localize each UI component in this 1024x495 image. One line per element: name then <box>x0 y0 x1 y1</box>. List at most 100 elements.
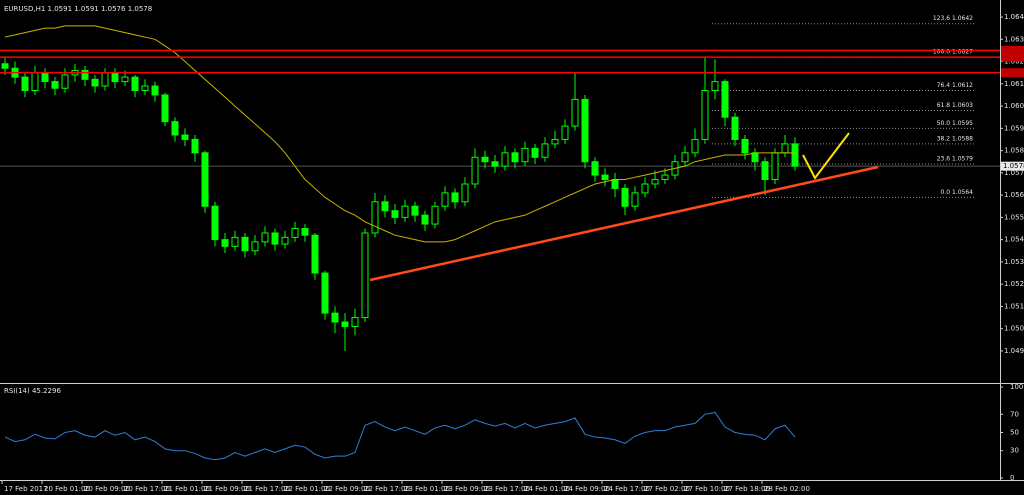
x-tick-label: 17 Feb 2017 <box>4 485 48 493</box>
candle-body <box>141 85 149 91</box>
fib-label: 123.6 1.0642 <box>933 15 973 22</box>
candle-body <box>741 138 749 154</box>
candle-body <box>471 156 479 185</box>
candle-body <box>391 210 399 218</box>
arrow-annotation <box>802 132 850 180</box>
candle-body <box>131 76 139 91</box>
y-tick-label: 1.0605 <box>1004 102 1024 110</box>
y-tick-label: 1.0535 <box>1004 258 1024 266</box>
candle-body <box>241 236 249 252</box>
chart-title: EURUSD,H1 1.0591 1.0591 1.0576 1.0578 <box>4 5 152 13</box>
fib-label: 100.0 1.0627 <box>933 49 973 56</box>
candle-body <box>791 143 799 167</box>
y-tick-label: 100 <box>1010 383 1023 391</box>
candle-body <box>181 134 189 140</box>
candle-body <box>361 232 369 319</box>
candle-body <box>781 143 789 154</box>
candle-body <box>121 76 129 83</box>
y-tick-label: 1.0495 <box>1004 347 1024 355</box>
candle-body <box>151 85 159 96</box>
candle-body <box>1 63 9 69</box>
candle-body <box>451 192 459 203</box>
y-tick-label: 50 <box>1010 429 1019 437</box>
candle-body <box>521 147 529 163</box>
x-tick-label: 21 Feb 01:00 <box>164 485 210 493</box>
candle-body <box>701 89 709 140</box>
candle-body <box>211 205 219 241</box>
candle-body <box>41 72 49 83</box>
candle-body <box>621 187 629 207</box>
y-tick-label: 30 <box>1010 447 1019 455</box>
candle-body <box>261 232 269 243</box>
candle-body <box>751 152 759 163</box>
candle-body <box>411 205 419 216</box>
candle-body <box>531 147 539 158</box>
y-tick-label: 1.0585 <box>1004 147 1024 155</box>
candle-body <box>651 179 659 185</box>
candle-body <box>161 94 169 123</box>
candle-body <box>351 317 359 327</box>
x-tick-label: 24 Feb 01:00 <box>524 485 570 493</box>
candle-body <box>641 183 649 194</box>
x-tick-label: 28 Feb 02:00 <box>764 485 810 493</box>
fib-label: 76.4 1.0612 <box>937 82 973 89</box>
y-tick-label: 70 <box>1010 410 1019 418</box>
x-tick-label: 20 Feb 09:00 <box>84 485 130 493</box>
candle-body <box>491 161 499 167</box>
candle-body <box>341 321 349 327</box>
y-tick-label: 1.0555 <box>1004 213 1024 221</box>
x-tick-label: 23 Feb 17:00 <box>484 485 530 493</box>
candle-body <box>571 98 579 127</box>
candle-body <box>251 241 259 252</box>
candle-body <box>631 192 639 207</box>
candle-body <box>51 81 59 89</box>
y-tick-label: 0 <box>1010 474 1014 482</box>
y-tick-label: 1.0565 <box>1004 191 1024 199</box>
candle-body <box>31 72 39 91</box>
candle-body <box>711 81 719 91</box>
candle-body <box>511 152 519 163</box>
level-tag <box>1001 68 1024 78</box>
candle-body <box>281 236 289 245</box>
candle-body <box>441 192 449 207</box>
y-tick-label: 1.0515 <box>1004 302 1024 310</box>
candle-body <box>371 201 379 234</box>
x-tick-label: 21 Feb 09:00 <box>204 485 250 493</box>
candle-body <box>321 272 329 314</box>
candle-body <box>191 138 199 154</box>
candle-body <box>661 174 669 181</box>
fib-label: 50.0 1.0595 <box>937 120 973 127</box>
candle-body <box>381 201 389 212</box>
candle-body <box>311 234 319 274</box>
candle-body <box>681 152 689 163</box>
rsi-line <box>4 411 796 461</box>
candle-body <box>21 76 29 91</box>
candle-body <box>271 232 279 245</box>
fib-label: 23.6 1.0579 <box>937 155 973 162</box>
candle-body <box>291 228 299 238</box>
rsi-pane <box>4 411 796 461</box>
last-price-tag <box>1001 161 1024 171</box>
x-tick-label: 20 Feb 17:00 <box>124 485 170 493</box>
candle-body <box>561 125 569 140</box>
candle-body <box>61 74 69 89</box>
candle-body <box>101 72 109 87</box>
candle-body <box>481 156 489 163</box>
trend-line <box>369 165 879 282</box>
x-tick-label: 23 Feb 09:00 <box>444 485 490 493</box>
candle-body <box>591 161 599 176</box>
candle-body <box>91 78 99 87</box>
x-tick-label: 22 Feb 09:00 <box>324 485 370 493</box>
candle-body <box>601 174 609 181</box>
candle-body <box>611 179 619 189</box>
x-tick-label: 24 Feb 17:00 <box>604 485 650 493</box>
candle-body <box>541 143 549 158</box>
fib-label: 61.8 1.0603 <box>937 102 973 109</box>
x-tick-label: 27 Feb 10:00 <box>684 485 730 493</box>
y-tick-label: 1.0545 <box>1004 236 1024 244</box>
level-tag <box>1001 52 1024 62</box>
candle-body <box>771 152 779 181</box>
x-tick-label: 20 Feb 01:00 <box>44 485 90 493</box>
